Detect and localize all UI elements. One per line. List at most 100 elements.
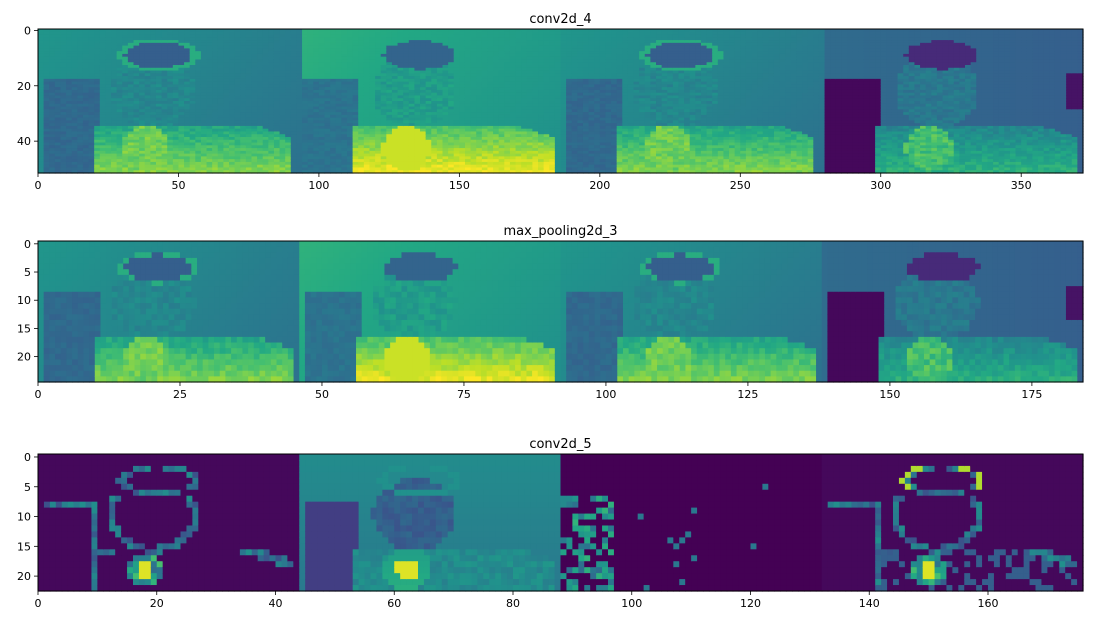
image-cell	[223, 73, 230, 77]
image-cell	[420, 125, 427, 130]
image-cell	[453, 56, 460, 61]
image-cell	[290, 128, 298, 133]
image-cell	[245, 45, 253, 49]
image-cell	[335, 67, 342, 72]
image-cell	[358, 40, 365, 44]
image-cell	[60, 98, 67, 102]
image-cell	[257, 103, 264, 108]
image-cell	[262, 40, 269, 44]
image-cell	[88, 159, 95, 163]
image-cell	[420, 48, 427, 52]
image-cell	[330, 148, 337, 152]
image-cell	[302, 29, 309, 33]
image-cell	[155, 134, 163, 138]
image-cell	[341, 106, 348, 110]
image-cell	[302, 159, 309, 163]
image-cell	[229, 117, 236, 121]
image-cell	[105, 70, 112, 74]
image-cell	[296, 81, 303, 85]
image-cell	[330, 40, 337, 44]
image-cell	[167, 131, 174, 135]
image-cell	[476, 148, 483, 152]
image-cell	[245, 31, 253, 36]
image-cell	[425, 114, 432, 119]
image-cell	[43, 51, 50, 55]
image-cell	[436, 131, 444, 135]
image-cell	[77, 109, 84, 113]
image-cell	[251, 48, 258, 52]
image-cell	[391, 170, 399, 174]
image-cell	[487, 92, 494, 97]
image-cell	[279, 159, 286, 163]
image-cell	[268, 62, 275, 66]
image-cell	[335, 114, 342, 119]
image-cell	[397, 106, 404, 110]
image-cell	[313, 145, 320, 149]
image-cell	[150, 134, 157, 138]
image-cell	[403, 29, 410, 33]
image-cell	[155, 89, 163, 94]
image-cell	[88, 89, 95, 94]
image-cell	[200, 70, 208, 74]
image-cell	[257, 128, 264, 133]
image-cell	[161, 114, 168, 119]
image-cell	[330, 161, 337, 166]
image-cell	[307, 120, 314, 124]
image-cell	[464, 40, 472, 44]
image-cell	[155, 117, 163, 121]
image-cell	[178, 150, 185, 155]
image-cell	[257, 37, 264, 41]
image-cell	[498, 92, 505, 97]
image-cell	[341, 153, 348, 157]
image-cell	[369, 167, 376, 171]
image-cell	[375, 40, 382, 44]
image-cell	[431, 117, 438, 121]
image-cell	[257, 137, 264, 141]
image-cell	[184, 161, 191, 166]
image-cell	[71, 106, 78, 110]
image-cell	[161, 103, 168, 108]
image-cell	[420, 42, 427, 47]
image-cell	[493, 137, 500, 141]
image-cell	[391, 145, 399, 149]
image-cell	[245, 148, 253, 152]
image-cell	[408, 123, 416, 127]
image-cell	[240, 139, 247, 144]
image-cell	[341, 34, 348, 38]
image-cell	[195, 109, 202, 113]
image-cell	[408, 76, 416, 80]
image-cell	[127, 139, 135, 144]
image-cell	[82, 42, 90, 47]
image-cell	[504, 73, 511, 77]
image-cell	[391, 84, 399, 88]
image-cell	[397, 95, 404, 99]
image-cell	[38, 164, 45, 169]
image-cell	[302, 53, 309, 58]
image-cell	[217, 153, 224, 157]
image-cell	[245, 53, 253, 58]
image-cell	[245, 56, 253, 61]
image-cell	[122, 48, 129, 52]
image-cell	[111, 137, 118, 141]
image-cell	[375, 87, 382, 91]
image-cell	[251, 95, 258, 99]
image-cell	[234, 56, 241, 61]
image-cell	[60, 31, 67, 36]
image-cell	[375, 37, 382, 41]
image-cell	[189, 161, 196, 166]
image-cell	[324, 131, 331, 135]
image-cell	[453, 95, 460, 99]
image-cell	[251, 89, 258, 94]
image-cell	[268, 148, 275, 152]
image-cell	[144, 145, 151, 149]
image-cell	[386, 56, 393, 61]
image-cell	[307, 114, 314, 119]
image-cell	[66, 164, 73, 169]
image-cell	[448, 112, 455, 116]
image-cell	[88, 42, 95, 47]
image-cell	[133, 98, 140, 102]
image-cell	[245, 51, 253, 55]
image-cell	[116, 70, 123, 74]
image-cell	[77, 45, 84, 49]
image-cell	[71, 40, 78, 44]
